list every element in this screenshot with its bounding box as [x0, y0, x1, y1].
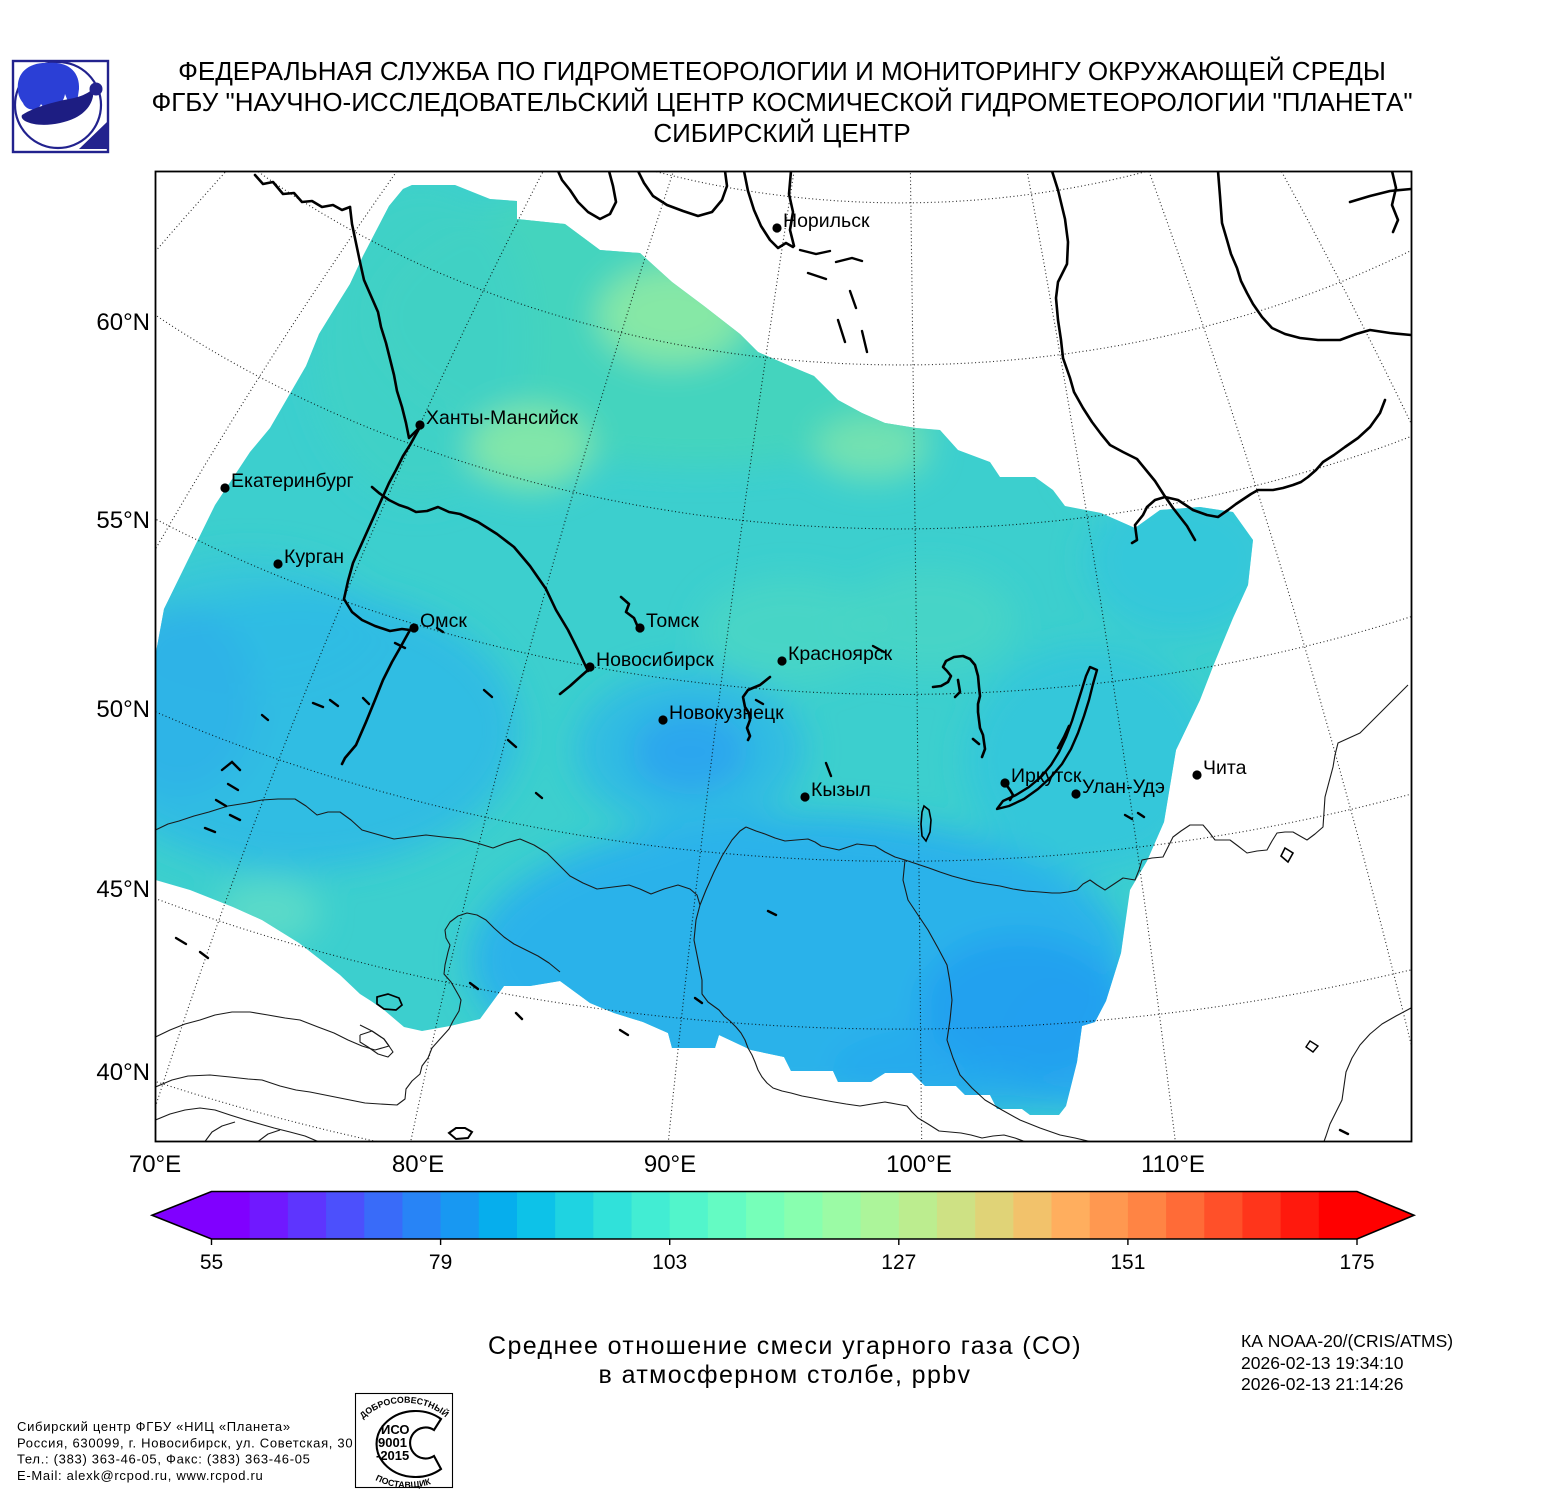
svg-text:175: 175 [1339, 1251, 1374, 1274]
svg-text:50°N: 50°N [96, 696, 150, 723]
svg-text:2026-02-13 19:34:10: 2026-02-13 19:34:10 [1241, 1353, 1404, 1373]
svg-text:в атмосферном столбе, ppbv: в атмосферном столбе, ppbv [599, 1361, 972, 1389]
svg-text:E-Mail: alexk@rcpod.ru, www.rc: E-Mail: alexk@rcpod.ru, www.rcpod.ru [17, 1468, 263, 1483]
svg-text:ФЕДЕРАЛЬНАЯ СЛУЖБА ПО ГИДРОМЕТ: ФЕДЕРАЛЬНАЯ СЛУЖБА ПО ГИДРОМЕТЕОРОЛОГИИ … [178, 56, 1386, 86]
svg-text:ФГБУ "НАУЧНО-ИССЛЕДОВАТЕЛЬСКИЙ: ФГБУ "НАУЧНО-ИССЛЕДОВАТЕЛЬСКИЙ ЦЕНТР КОС… [151, 87, 1412, 117]
svg-text:Чита: Чита [1203, 757, 1247, 779]
svg-text:9001: 9001 [378, 1435, 407, 1450]
svg-text:40°N: 40°N [96, 1059, 150, 1086]
svg-text:100°E: 100°E [886, 1151, 952, 1178]
svg-text:80°E: 80°E [392, 1151, 444, 1178]
svg-text:КА NOAA-20/(CRIS/ATMS): КА NOAA-20/(CRIS/ATMS) [1241, 1331, 1453, 1351]
svg-text:127: 127 [881, 1251, 916, 1274]
svg-text:Норильск: Норильск [783, 210, 870, 232]
svg-text:Курган: Курган [284, 546, 344, 568]
svg-text:151: 151 [1110, 1251, 1145, 1274]
svg-text:-2015: -2015 [376, 1448, 409, 1463]
svg-text:55°N: 55°N [96, 507, 150, 534]
svg-text:Новокузнецк: Новокузнецк [669, 702, 784, 724]
svg-text:ИСО: ИСО [381, 1422, 410, 1437]
svg-text:Иркутск: Иркутск [1011, 765, 1082, 787]
svg-text:Красноярск: Красноярск [788, 643, 893, 665]
svg-text:110°E: 110°E [1141, 1151, 1205, 1178]
svg-text:45°N: 45°N [96, 876, 150, 903]
svg-text:Среднее отношение смеси угарно: Среднее отношение смеси угарного газа (C… [488, 1332, 1082, 1360]
svg-text:Россия, 630099, г. Новосибирск: Россия, 630099, г. Новосибирск, ул. Сове… [17, 1436, 353, 1451]
svg-text:Екатеринбург: Екатеринбург [231, 470, 354, 492]
svg-text:Ханты-Мансийск: Ханты-Мансийск [426, 407, 578, 429]
svg-text:Омск: Омск [420, 610, 467, 632]
svg-text:Улан-Удэ: Улан-Удэ [1082, 776, 1165, 798]
svg-text:90°E: 90°E [644, 1151, 696, 1178]
svg-text:СИБИРСКИЙ ЦЕНТР: СИБИРСКИЙ ЦЕНТР [653, 118, 910, 148]
svg-text:Кызыл: Кызыл [811, 779, 871, 801]
svg-text:Новосибирск: Новосибирск [596, 649, 714, 671]
svg-text:Томск: Томск [646, 610, 699, 632]
svg-text:Сибирский центр ФГБУ «НИЦ «Пла: Сибирский центр ФГБУ «НИЦ «Планета» [17, 1419, 291, 1434]
svg-text:103: 103 [652, 1251, 687, 1274]
svg-text:Тел.: (383) 363-46-05, Факс: (: Тел.: (383) 363-46-05, Факс: (383) 363-4… [17, 1452, 311, 1467]
svg-text:79: 79 [429, 1251, 452, 1274]
svg-text:70°E: 70°E [129, 1151, 181, 1178]
svg-text:60°N: 60°N [96, 309, 150, 336]
svg-text:2026-02-13 21:14:26: 2026-02-13 21:14:26 [1241, 1374, 1404, 1394]
svg-text:55: 55 [200, 1251, 223, 1274]
